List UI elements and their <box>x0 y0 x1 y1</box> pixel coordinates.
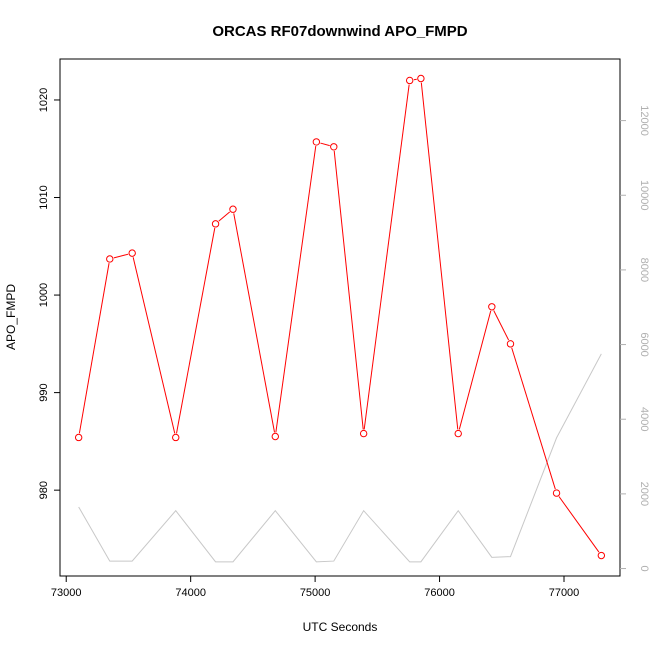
x-tick-label: 75000 <box>300 587 331 599</box>
x-tick-label: 73000 <box>51 587 82 599</box>
series-line-segment <box>218 211 231 222</box>
series-line-segment <box>320 142 330 147</box>
series-line-segment <box>132 257 176 434</box>
y2-tick-label: 8000 <box>638 258 650 282</box>
data-point <box>106 255 114 263</box>
series-line-segment <box>275 146 317 433</box>
data-point <box>454 429 462 438</box>
secondary-series-line <box>78 353 602 563</box>
chart-title: ORCAS RF07downwind APO_FMPD <box>212 23 467 40</box>
series-line-segment <box>493 310 510 341</box>
data-point <box>552 489 561 497</box>
y-tick-label: 980 <box>38 481 50 499</box>
data-point <box>417 74 425 83</box>
y-axis-label: APO_FMPD <box>4 284 18 350</box>
x-tick-label: 77000 <box>549 587 580 599</box>
data-point <box>128 249 136 257</box>
series-line-segment <box>558 496 600 553</box>
data-point <box>211 220 220 228</box>
x-axis-label: UTC Seconds <box>303 620 378 634</box>
series-layer <box>74 74 606 563</box>
y-tick-label: 1000 <box>38 283 50 307</box>
y2-tick-label: 6000 <box>638 332 650 356</box>
y2-tick-label: 12000 <box>638 105 650 136</box>
data-point <box>172 433 180 442</box>
data-point <box>330 143 338 151</box>
x-axis: 73000 74000 75000 76000 77000 <box>51 576 579 599</box>
data-point <box>229 205 237 213</box>
y-tick-label: 1010 <box>38 185 50 209</box>
y-tick-label: 1020 <box>38 88 50 112</box>
series-line-segment <box>511 347 556 490</box>
series-line-segment <box>233 213 276 433</box>
series-line-segment <box>333 150 364 430</box>
plot-frame <box>59 58 621 577</box>
series-line-segment <box>176 227 216 434</box>
data-point <box>312 138 321 146</box>
data-point <box>74 433 83 442</box>
y2-tick-label: 2000 <box>638 482 650 506</box>
y2-tick-label: 0 <box>638 565 650 571</box>
data-point <box>597 551 606 560</box>
series-line-segment <box>113 253 129 259</box>
x-tick-label: 74000 <box>175 587 206 599</box>
series-line-segment <box>363 84 410 430</box>
series-line-segment <box>458 310 492 430</box>
y-tick-label: 990 <box>38 383 50 401</box>
data-point <box>359 429 368 438</box>
secondary-y-axis: 0 2000 4000 6000 8000 10000 12000 <box>620 105 650 572</box>
y2-tick-label: 4000 <box>638 407 650 431</box>
data-point <box>405 76 414 85</box>
data-point <box>506 340 515 348</box>
y-axis: 980 990 1000 1010 1020 <box>38 88 60 499</box>
data-point <box>488 303 496 311</box>
series-line-segment <box>420 82 459 430</box>
series-line-segment <box>413 78 417 81</box>
x-tick-label: 76000 <box>424 587 455 599</box>
data-point <box>271 432 279 441</box>
y2-tick-label: 10000 <box>638 180 650 211</box>
series-line-segment <box>78 263 110 434</box>
